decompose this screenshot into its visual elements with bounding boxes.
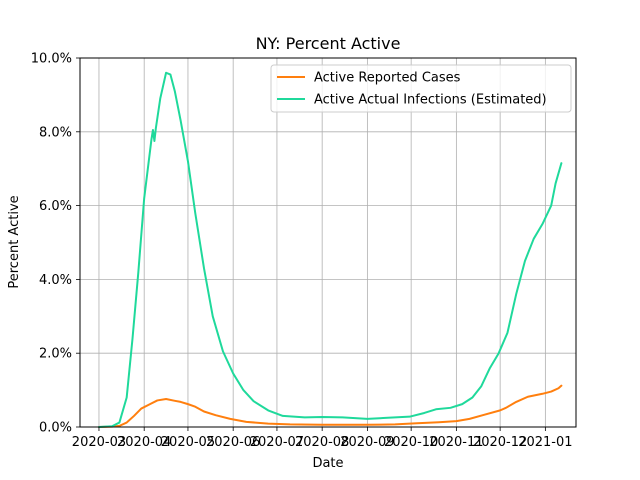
x-tick-label: 2020-12 bbox=[473, 435, 527, 450]
x-tick-label: 2020-07 bbox=[250, 435, 304, 450]
y-tick-label: 4.0% bbox=[39, 273, 72, 288]
y-tick-label: 2.0% bbox=[39, 347, 72, 362]
series-line-2 bbox=[97, 71, 563, 428]
x-tick-label: 2020-06 bbox=[206, 435, 260, 450]
y-tick-label: 10.0% bbox=[31, 52, 72, 67]
y-axis-label: Percent Active bbox=[7, 195, 22, 288]
y-axis-ticks: 0.0% 2.0% 4.0% 6.0% 8.0% 10.0% bbox=[31, 52, 80, 436]
series-layer bbox=[97, 71, 563, 428]
y-tick-label: 6.0% bbox=[39, 199, 72, 214]
y-tick-label: 8.0% bbox=[39, 125, 72, 140]
chart-title: NY: Percent Active bbox=[256, 34, 401, 53]
x-tick-label: 2020-10 bbox=[384, 435, 438, 450]
x-tick-label: 2021-01 bbox=[518, 435, 572, 450]
x-axis-label: Date bbox=[312, 456, 343, 471]
x-tick-label: 2020-04 bbox=[117, 435, 171, 450]
legend-label: Active Actual Infections (Estimated) bbox=[314, 93, 547, 108]
legend-box bbox=[270, 64, 572, 113]
y-tick-label: 0.0% bbox=[39, 421, 72, 436]
legend-label: Active Reported Cases bbox=[314, 71, 461, 86]
x-tick-label: 2020-03 bbox=[72, 435, 126, 450]
x-tick-label: 2020-05 bbox=[161, 435, 215, 450]
x-tick-label: 2020-11 bbox=[429, 435, 483, 450]
x-tick-label: 2020-08 bbox=[295, 435, 349, 450]
x-tick-label: 2020-09 bbox=[340, 435, 394, 450]
series-line-1 bbox=[97, 384, 563, 428]
legend: Active Reported Cases Active Actual Infec… bbox=[270, 64, 572, 113]
grid-layer bbox=[80, 57, 576, 428]
x-axis-ticks: 2020-032020-042020-052020-062020-072020-… bbox=[72, 427, 573, 450]
plot-frame bbox=[79, 57, 577, 428]
